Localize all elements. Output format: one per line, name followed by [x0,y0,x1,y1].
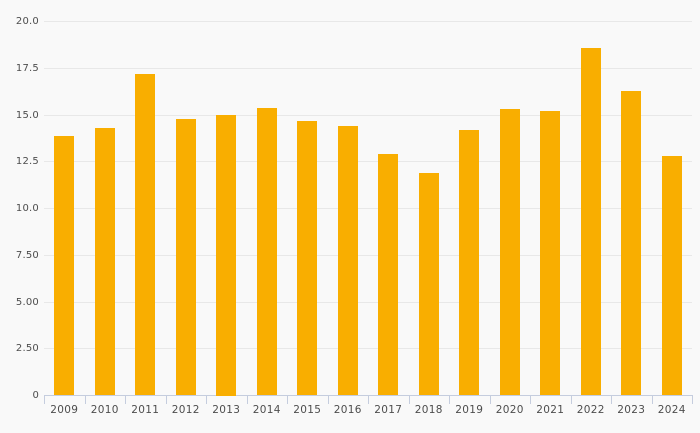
x-axis-tick [246,396,248,404]
bar-2012[interactable] [175,118,196,396]
x-axis-tick [206,396,207,404]
bar-2014[interactable] [256,107,277,396]
x-axis-label-2009: 2009 [50,403,79,416]
bar-2022[interactable] [580,47,601,396]
x-axis-tick [327,396,329,404]
x-axis-tick [651,396,653,404]
bar-2010[interactable] [94,128,115,396]
bar-2020[interactable] [499,109,520,396]
gridline [44,114,692,116]
bar-2015[interactable] [297,120,318,396]
x-axis-tick [611,396,612,404]
x-axis-label-2019: 2019 [455,403,484,416]
x-axis-label-2021: 2021 [536,403,565,416]
y-axis-tick-label: 12.5 [15,156,39,168]
gridline [44,208,692,209]
x-axis-tick [287,396,288,404]
x-axis-tick [449,396,450,404]
y-axis-tick-label: 10.0 [15,203,39,214]
gridline [44,67,692,69]
x-axis-label-2018: 2018 [414,403,443,416]
x-axis-label-2013: 2013 [212,403,241,416]
x-axis-label-2011: 2011 [131,403,160,416]
x-axis-line [44,395,693,396]
x-axis-tick [408,396,410,404]
y-axis-tick-label: 20.0 [15,16,39,27]
y-axis-tick-label: 7.50 [15,249,39,261]
gridline [44,161,692,163]
x-axis-tick [489,396,491,404]
bar-2011[interactable] [135,73,156,396]
x-axis-tick [368,396,369,404]
x-axis-label-2014: 2014 [252,403,281,416]
x-axis-tick [44,396,45,404]
bar-2013[interactable] [216,115,237,396]
x-axis-tick [570,396,572,404]
x-axis-tick [165,396,167,404]
gridline [44,254,692,256]
x-axis-label-2024: 2024 [657,403,686,416]
y-axis-tick-label: 2.50 [15,343,39,355]
x-axis-tick [530,396,531,404]
y-axis-tick-label: 5.00 [15,296,39,308]
x-axis-tick [84,396,86,404]
bar-2021[interactable] [540,111,561,396]
x-axis-label-2023: 2023 [617,403,646,416]
x-axis-label-2016: 2016 [333,403,362,416]
gridline [44,301,692,303]
bar-2018[interactable] [418,172,439,396]
gridline [44,21,692,22]
x-axis-label-2022: 2022 [576,403,605,416]
x-axis-label-2020: 2020 [495,403,524,416]
bar-2023[interactable] [621,90,642,396]
bar-2019[interactable] [459,129,480,396]
y-axis-tick-label: 17.5 [15,62,39,74]
x-axis-label-2017: 2017 [374,403,403,416]
x-axis-tick [692,396,693,404]
x-axis-label-2012: 2012 [171,403,200,416]
bar-2024[interactable] [661,156,682,396]
bar-2016[interactable] [337,126,358,396]
gridline [44,348,692,350]
bar-2017[interactable] [378,154,399,396]
x-axis-tick [125,396,126,404]
x-axis-label-2015: 2015 [293,403,322,416]
x-axis-label-2010: 2010 [90,403,119,416]
y-axis-tick-label: 15.0 [15,109,39,121]
bar-2009[interactable] [54,135,75,396]
y-axis-tick-label: 0 [32,390,39,401]
